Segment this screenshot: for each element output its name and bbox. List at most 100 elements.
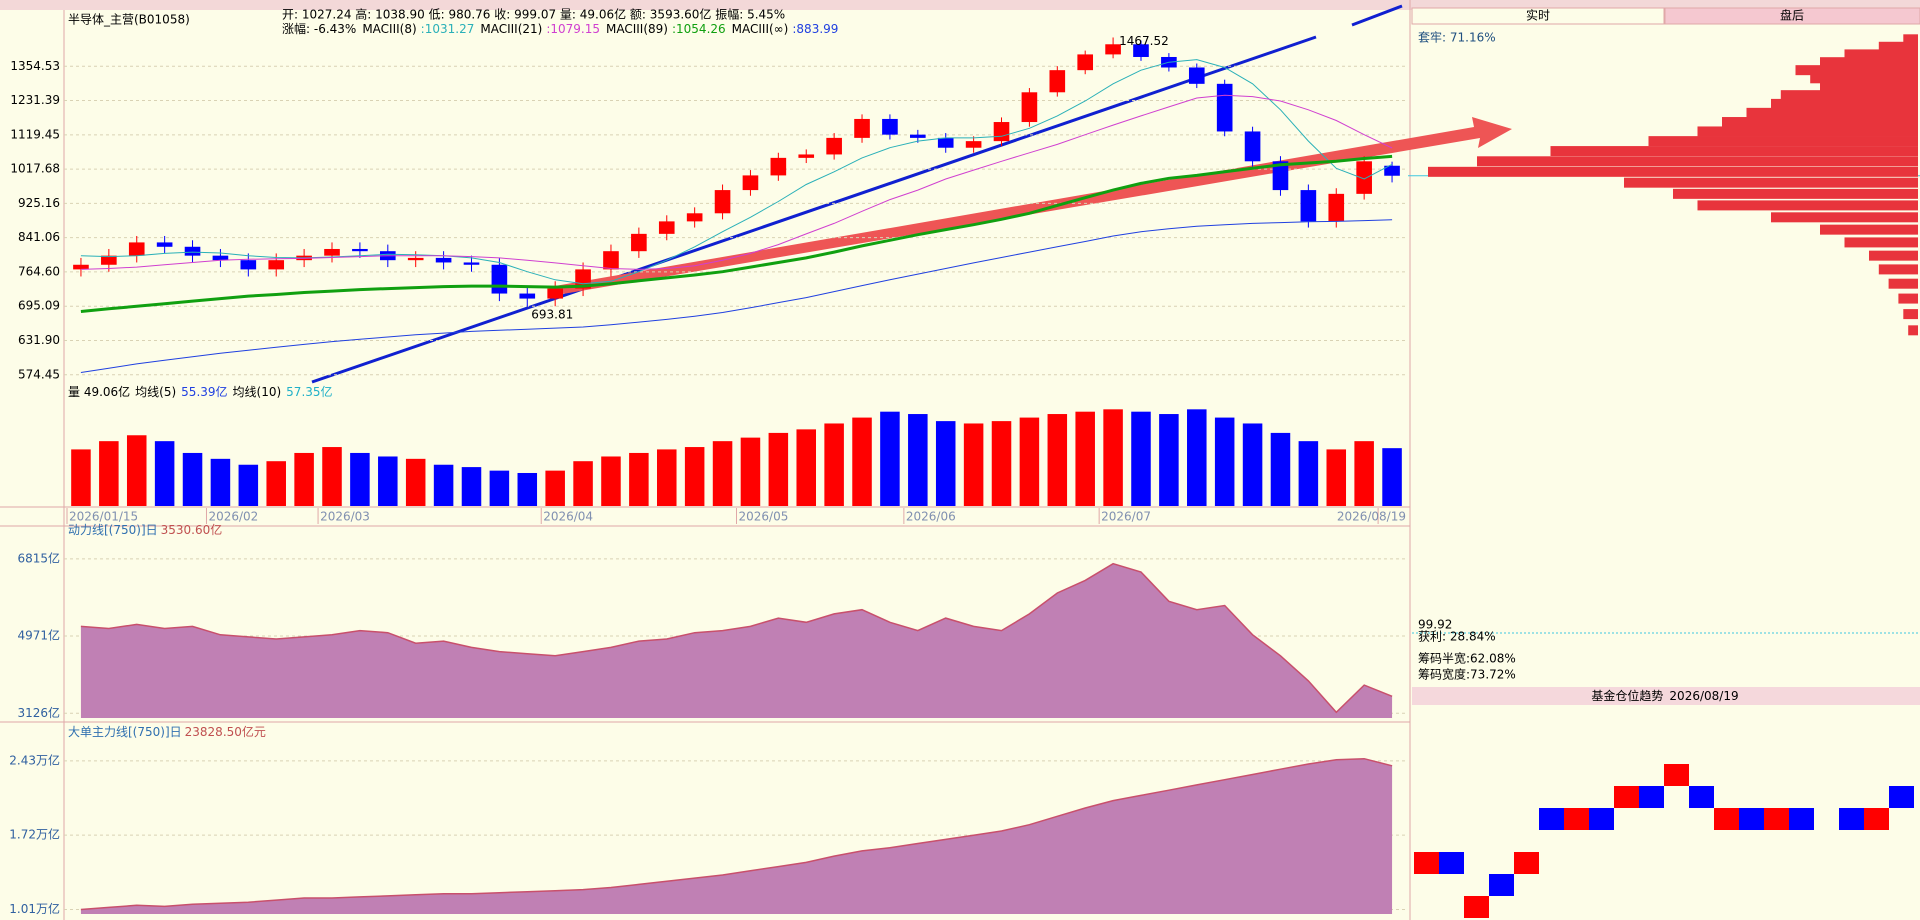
legend-value: :883.99 [792, 22, 838, 36]
candle-body [770, 157, 787, 176]
candle-body [407, 257, 424, 261]
volume-bar [350, 452, 370, 506]
ma-line [80, 59, 1393, 285]
legend-name: MACIII(8) [362, 22, 416, 36]
chip-bar [1624, 177, 1918, 188]
legend-change: 涨幅: -6.43% [282, 21, 356, 36]
legend-value: :1079.15 [546, 22, 600, 36]
candle-body [1356, 161, 1372, 194]
panel-value: 3530.60亿 [161, 522, 223, 537]
candle-body [937, 137, 954, 148]
volume-bar [1047, 414, 1068, 506]
y-tick-label: 1354.53 [10, 59, 60, 73]
fund-header [1412, 687, 1920, 705]
volume-bar [1270, 432, 1291, 506]
volume-bar [1382, 448, 1402, 506]
legend-value: :1031.27 [421, 22, 475, 36]
volume-bar [1354, 441, 1374, 506]
volume-bar [238, 464, 259, 506]
y-tick-label: 574.45 [18, 367, 60, 381]
area-line [80, 757, 1393, 911]
volume-bar [656, 449, 677, 506]
legend-name: MACIII(89) [606, 22, 668, 36]
volume-bar [1159, 414, 1179, 506]
x-tick-label: 2026/03 [320, 510, 370, 524]
volume-bar [517, 472, 538, 506]
volume-bar [126, 435, 147, 506]
volume-bar [991, 421, 1012, 506]
low-label: 693.81 [531, 307, 573, 321]
chip-bar [1746, 107, 1918, 118]
x-tick-label: 2026/06 [906, 510, 956, 524]
legend-item: 量 49.06亿 [68, 384, 130, 399]
chip-bar [1878, 41, 1918, 52]
chip-bar [1771, 98, 1918, 109]
chip-bar [1697, 126, 1918, 137]
area-line [80, 562, 1393, 714]
chip-bar [1795, 65, 1918, 76]
legend-item: 55.39亿 [181, 384, 227, 399]
panel-title: 大单主力线[(750)]日 23828.50亿元 [68, 724, 266, 739]
candle-body [547, 288, 563, 299]
fund-block [1514, 852, 1539, 874]
x-tick-label: 2026/01/15 [69, 510, 138, 524]
candle-body [658, 221, 675, 234]
ma-line [80, 94, 1393, 270]
volume-bar [684, 447, 705, 506]
candle-body [1188, 67, 1205, 84]
fund-block [1689, 786, 1714, 808]
panel-title: 动力线[(750)]日 3530.60亿 [68, 522, 222, 537]
candle-body [910, 134, 926, 138]
chip-bar [1673, 188, 1918, 199]
chip-bar [1780, 90, 1918, 101]
candle-body [1384, 165, 1400, 176]
candle-body [826, 137, 842, 155]
candle-body [1133, 44, 1149, 57]
profit-label: 获利: 28.84% [1418, 630, 1496, 644]
volume-bar [489, 470, 510, 506]
title: 半导体_主营(B01058) [68, 13, 190, 27]
chip-bar [1550, 146, 1918, 157]
y-tick-label: 3126亿 [17, 705, 60, 720]
y-tick-label: 1017.68 [10, 162, 60, 176]
candle-body [73, 264, 89, 270]
chip-bar [1869, 250, 1918, 261]
volume-bar [1103, 409, 1123, 506]
candle-body [798, 154, 815, 158]
legend-name: MACIII(∞) [732, 22, 789, 36]
legend-value: :1054.26 [672, 22, 726, 36]
candle-body [128, 242, 145, 256]
candle-body [1105, 44, 1121, 55]
volume-bar [1298, 441, 1319, 506]
fund-block [1889, 786, 1914, 808]
arrow [549, 117, 1512, 296]
volume-bar [322, 447, 342, 506]
legend-item: 均线(5) [135, 385, 176, 399]
candle-body [184, 246, 201, 256]
chip-bar [1428, 166, 1918, 177]
y-tick-label: 841.06 [18, 230, 60, 244]
chip-width: 筹码宽度:73.72% [1418, 667, 1516, 682]
fund-block [1739, 808, 1764, 830]
candle-body [603, 251, 619, 270]
volume-bar [1326, 449, 1347, 506]
chip-bar [1722, 117, 1918, 128]
ma-line [80, 154, 1393, 313]
high-label: 1467.52 [1119, 34, 1169, 48]
fund-block [1489, 874, 1514, 896]
volume-bar [71, 449, 91, 506]
candle-body [714, 190, 731, 214]
candle-body [240, 260, 257, 270]
fund-block [1539, 808, 1564, 830]
volume-bar [824, 423, 844, 506]
volume-bar [601, 456, 621, 506]
tab[interactable] [1664, 7, 1920, 25]
candle-body [631, 233, 647, 252]
candle-body [324, 248, 340, 256]
chip-bar [1903, 309, 1918, 320]
candle-body [965, 141, 982, 148]
menu-bar [0, 0, 1920, 10]
tab[interactable] [1411, 7, 1665, 25]
volume-bar [908, 414, 928, 506]
